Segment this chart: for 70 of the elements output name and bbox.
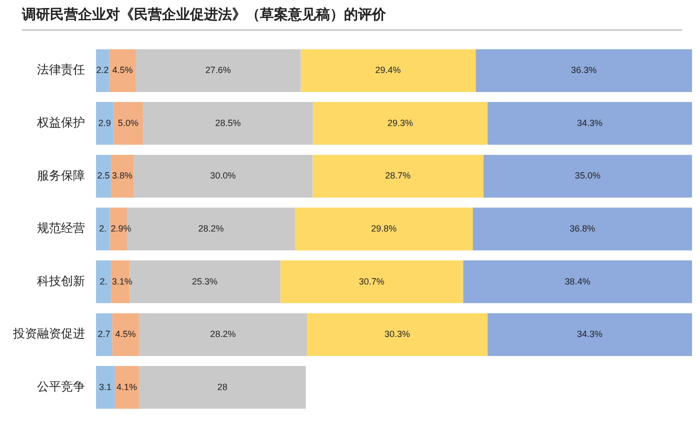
data-label: 3.1 — [98, 382, 112, 392]
bar — [483, 154, 692, 198]
data-label: 36.8% — [570, 223, 596, 234]
bar — [96, 260, 111, 304]
bar — [463, 260, 692, 304]
data-label: 34.3% — [577, 329, 603, 340]
bar — [96, 49, 110, 92]
data-label: 2. — [99, 223, 107, 234]
data-label: 27.6% — [205, 65, 231, 76]
data-label: 28.7% — [385, 170, 411, 181]
data-label: 28.2% — [210, 329, 236, 340]
bar — [114, 366, 139, 409]
data-label: 25.3% — [192, 276, 218, 286]
bar — [295, 208, 473, 250]
bar — [96, 208, 110, 250]
data-label: 28.2% — [198, 223, 224, 234]
bar — [112, 313, 139, 356]
bar — [113, 102, 144, 145]
data-label: 38.4% — [564, 276, 590, 286]
data-label: 2.5 — [97, 170, 110, 181]
chart-title: 调研民营企业对《民营企业促进法》（草案意见稿）的评价 — [22, 6, 682, 31]
y-tick-label: 规范经营 — [37, 221, 85, 236]
data-label: 28 — [217, 382, 228, 392]
bar — [488, 102, 692, 145]
bar — [488, 313, 692, 356]
bar — [312, 102, 488, 145]
data-label: 4.5% — [115, 329, 136, 340]
data-label: 3.1% — [112, 276, 132, 286]
y-tick-label: 服务保障 — [37, 168, 85, 182]
data-label: 2.9 — [98, 118, 111, 128]
data-label: 4.1% — [116, 382, 137, 392]
y-tick-label: 权益保护 — [36, 116, 85, 130]
bar — [110, 154, 134, 198]
data-label: 2.7 — [98, 329, 110, 340]
data-label: 36.3% — [571, 65, 597, 76]
data-label: 2.9% — [110, 223, 132, 234]
bar — [312, 154, 484, 198]
bar — [472, 208, 692, 250]
bar — [143, 102, 313, 145]
bar — [96, 366, 114, 409]
bar — [109, 49, 136, 92]
y-tick-label: 法律责任 — [37, 62, 85, 77]
bar — [138, 366, 306, 409]
bar — [134, 154, 312, 198]
data-label: 30.7% — [358, 276, 384, 286]
bar — [138, 313, 307, 356]
y-tick-label: 公平竞争 — [37, 380, 85, 394]
data-label: 30.3% — [384, 329, 410, 340]
bar — [300, 49, 476, 92]
y-tick-label: 投资融资促进 — [12, 326, 85, 341]
bar — [96, 154, 111, 198]
data-label: 28.5% — [215, 118, 241, 128]
data-label: 2.2 — [96, 65, 109, 76]
bar — [280, 260, 464, 304]
data-label: 35.0% — [574, 170, 600, 181]
bar — [96, 102, 114, 145]
bar — [476, 49, 692, 92]
data-label: 30.0% — [210, 170, 236, 181]
data-label: 3.8% — [112, 170, 132, 181]
bar — [136, 49, 300, 92]
data-label: 29.4% — [375, 65, 401, 76]
data-label: 29.8% — [371, 223, 397, 234]
data-label: 34.3% — [577, 118, 603, 128]
bar — [306, 313, 488, 356]
data-label: 5.0% — [118, 118, 138, 128]
y-tick-label: 科技创新 — [37, 274, 85, 288]
data-label: 2. — [100, 276, 108, 286]
data-label: 29.3% — [387, 118, 414, 128]
bar — [96, 313, 112, 356]
data-label: 4.5% — [112, 65, 133, 76]
